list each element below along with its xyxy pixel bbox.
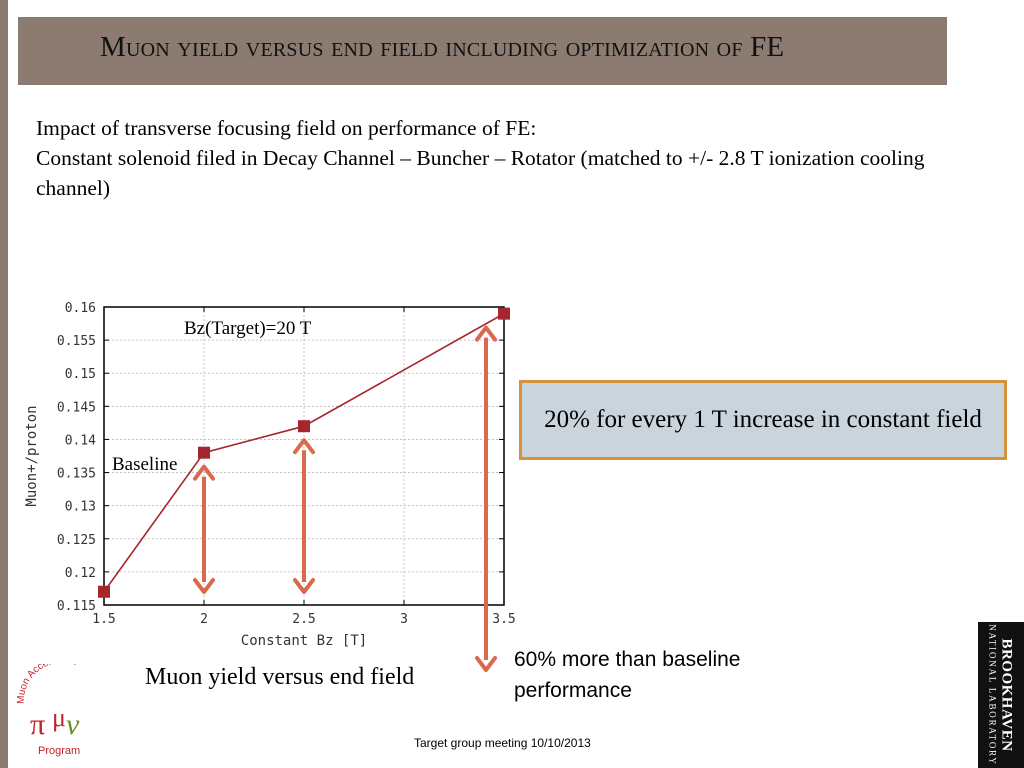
y-tick-label: 0.13	[65, 500, 96, 515]
arrow-head-bottom	[293, 578, 315, 594]
series-layer	[98, 307, 510, 598]
data-point-marker	[98, 585, 110, 598]
y-tick-label: 0.12	[65, 566, 96, 581]
logo-pi-glyph: π	[30, 708, 45, 741]
brookhaven-logo-main: BROOKHAVEN	[998, 638, 1015, 752]
y-tick-label: 0.16	[65, 301, 96, 316]
y-tick-label: 0.135	[57, 467, 96, 482]
chart-caption: Muon yield versus end field	[145, 664, 415, 690]
data-point-marker	[498, 307, 510, 320]
data-point-marker	[298, 420, 310, 433]
body-line-1: Impact of transverse focusing field on p…	[36, 116, 537, 140]
y-tick-label: 0.115	[57, 599, 96, 614]
x-tick-label: 1.5	[92, 612, 115, 627]
chart-annotation-target-field: Bz(Target)=20 T	[184, 318, 312, 339]
data-point-marker	[198, 446, 210, 459]
brookhaven-logo-text: BROOKHAVEN NATIONAL LABORATORY	[987, 624, 1016, 765]
annotation-60-percent: 60% more than baseline performance	[514, 648, 741, 702]
double-arrow	[293, 438, 315, 594]
slide-title: Muon yield versus end field including op…	[100, 31, 785, 63]
arrow-head-bottom	[193, 578, 215, 594]
y-tick-label: 0.125	[57, 533, 96, 548]
callout-text: 20% for every 1 T increase in constant f…	[544, 406, 982, 433]
arrow-head-top	[475, 325, 497, 342]
brookhaven-logo: BROOKHAVEN NATIONAL LABORATORY	[978, 622, 1024, 768]
tick-layer: 0.115 0.12 0.125 0.13 0.135 0.14 0.145 0.15 0.15…	[57, 301, 516, 627]
y-tick-label: 0.14	[65, 433, 96, 448]
y-tick-label: 0.155	[57, 334, 96, 349]
logo-bottom-text: Program	[38, 745, 80, 757]
arrow-head-top	[193, 464, 215, 481]
arrow-head-bottom	[475, 656, 497, 672]
arrow-head-top	[293, 438, 315, 455]
y-axis-label: Muon+/proton	[24, 405, 40, 506]
series-line	[103, 312, 505, 593]
x-tick-label: 2	[200, 612, 208, 627]
x-tick-label: 2.5	[292, 612, 315, 627]
callout-box: 20% for every 1 T increase in constant f…	[519, 380, 1007, 460]
y-tick-label: 0.15	[65, 367, 96, 382]
logo-mu-glyph: μ	[52, 703, 66, 732]
x-tick-label: 3	[400, 612, 408, 627]
x-axis-label: Constant Bz [T]	[241, 633, 367, 649]
chart-annotation-baseline: Baseline	[112, 454, 177, 475]
logo-nu-glyph: ν	[66, 708, 80, 741]
footer-text: Target group meeting 10/10/2013	[414, 736, 591, 750]
y-tick-label: 0.145	[57, 400, 96, 415]
muon-accelerator-program-logo: Muon Accelerator π μ ν Program	[16, 664, 80, 757]
double-arrow	[193, 464, 215, 594]
left-accent-bar	[0, 0, 8, 768]
body-text: Impact of transverse focusing field on p…	[36, 113, 936, 203]
brookhaven-logo-sub: NATIONAL LABORATORY	[987, 624, 998, 766]
arrow-layer	[193, 325, 497, 672]
logo-top-text: Muon Accelerator	[16, 664, 80, 704]
x-tick-label: 3.5	[492, 612, 515, 627]
body-line-2: Constant solenoid filed in Decay Channel…	[36, 146, 925, 200]
double-arrow	[475, 325, 497, 672]
title-bar: Muon yield versus end field including op…	[18, 17, 947, 85]
